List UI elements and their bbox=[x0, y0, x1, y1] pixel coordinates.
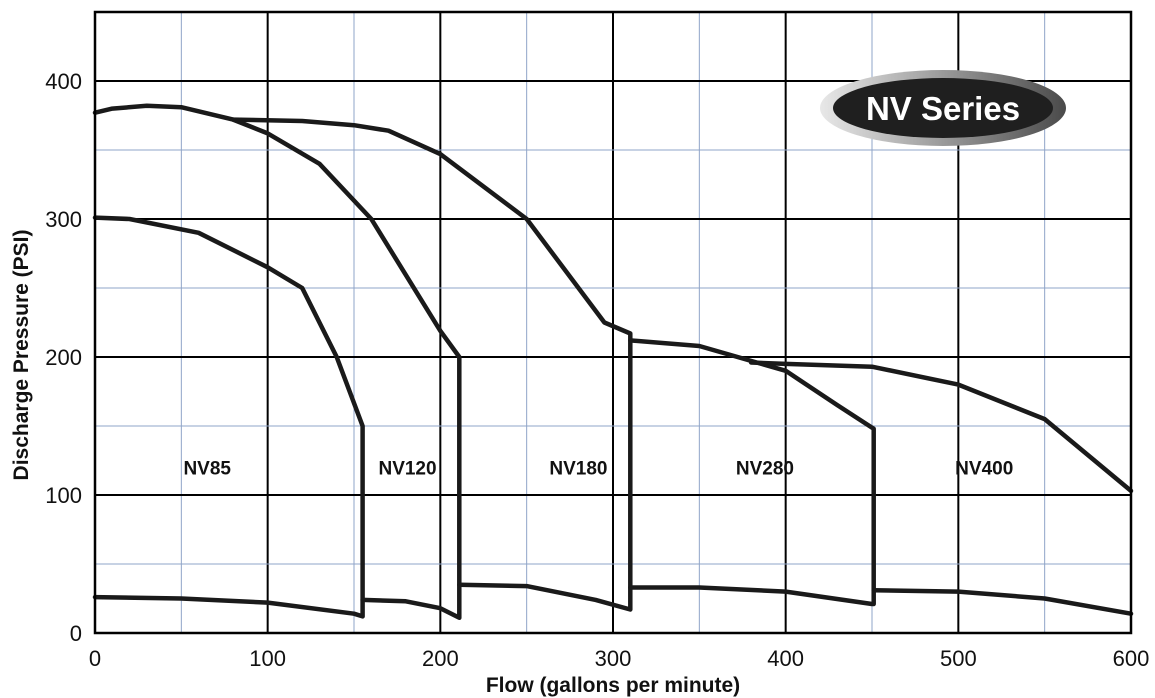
region-label-nv280: NV280 bbox=[736, 458, 794, 479]
region-label-nv180: NV180 bbox=[549, 458, 607, 479]
x-tick-label: 600 bbox=[1113, 646, 1150, 671]
x-tick-label: 0 bbox=[89, 646, 101, 671]
x-tick-label: 300 bbox=[595, 646, 632, 671]
performance-curve-4 bbox=[628, 338, 876, 607]
performance-curves bbox=[92, 103, 1134, 621]
performance-curve-5 bbox=[871, 587, 1134, 616]
y-tick-label: 400 bbox=[45, 69, 82, 94]
badge-text: NV Series bbox=[866, 90, 1020, 127]
region-label-nv400: NV400 bbox=[955, 458, 1013, 479]
performance-curve-3 bbox=[230, 117, 633, 612]
x-tick-label: 400 bbox=[767, 646, 804, 671]
y-tick-label: 100 bbox=[45, 483, 82, 508]
badge-fill bbox=[833, 78, 1053, 138]
y-axis-title: Discharge Pressure (PSI) bbox=[10, 230, 33, 481]
x-tick-label: 100 bbox=[249, 646, 286, 671]
nv-series-badge: NV Series bbox=[820, 70, 1066, 146]
y-tick-label: 300 bbox=[45, 207, 82, 232]
region-label-nv120: NV120 bbox=[378, 458, 436, 479]
x-tick-label: 500 bbox=[940, 646, 977, 671]
y-tick-label: 0 bbox=[70, 621, 82, 646]
performance-curve-1 bbox=[92, 215, 365, 619]
region-labels: NV85 NV120 NV180 NV280 NV400 bbox=[183, 458, 1013, 479]
x-tick-label: 200 bbox=[422, 646, 459, 671]
performance-curve-2 bbox=[92, 103, 462, 621]
tick-labels: 0 100 200 300 400 500 600 0 100 200 300 400 bbox=[45, 69, 1149, 671]
y-tick-label: 200 bbox=[45, 345, 82, 370]
region-label-nv85: NV85 bbox=[183, 458, 231, 479]
performance-curve-6 bbox=[748, 360, 1134, 494]
plot-frame bbox=[93, 10, 1133, 635]
x-axis-title: Flow (gallons per minute) bbox=[486, 674, 740, 697]
